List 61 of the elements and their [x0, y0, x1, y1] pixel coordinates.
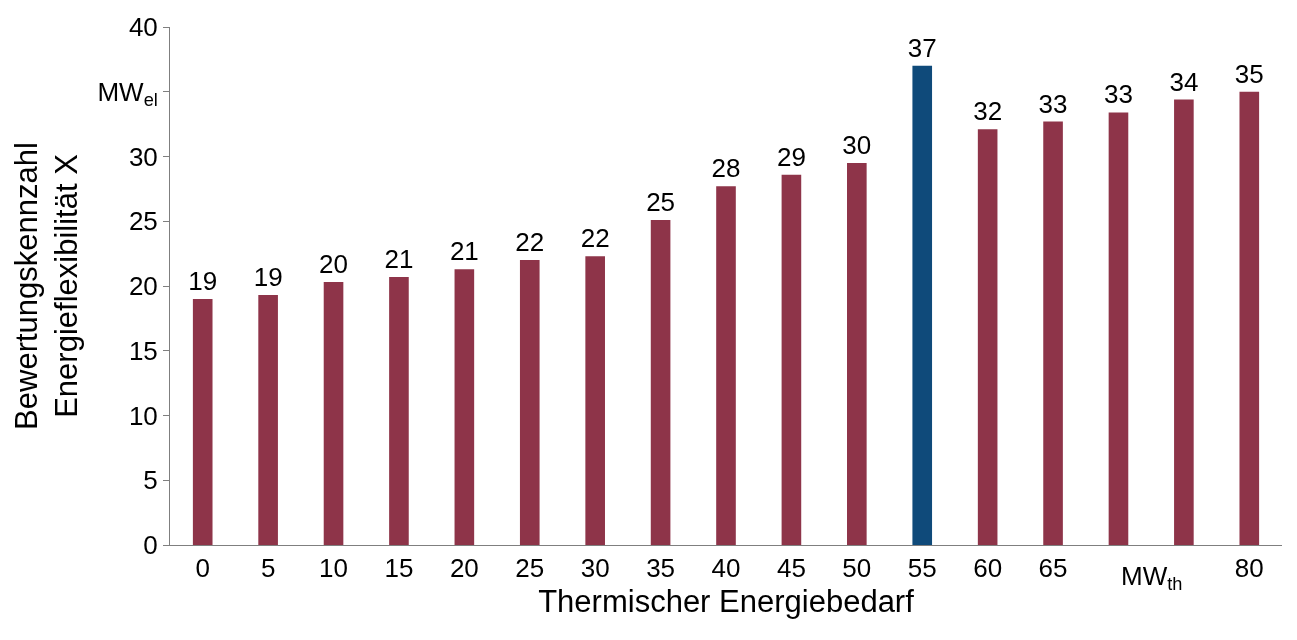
bar: [258, 295, 278, 545]
y-tick-label: 5: [143, 465, 158, 496]
bar: [585, 256, 605, 545]
bar: [454, 269, 475, 545]
x-tick-label: 55: [907, 553, 937, 584]
y-tick-label: MW$_{el}$: [97, 76, 158, 111]
bar: [519, 260, 540, 545]
bar: [1239, 91, 1260, 545]
data-label: 20: [319, 249, 348, 280]
x-tick-label: 65: [1038, 553, 1068, 584]
data-label: 28: [711, 153, 741, 184]
data-label: 33: [1104, 79, 1133, 110]
x-axis-title: Thermischer Energiebedarf: [538, 584, 915, 620]
y-tick-label: 0: [143, 530, 158, 561]
y-tick-label: 30: [128, 141, 158, 172]
data-label: 22: [580, 223, 610, 254]
y-tick-label: 15: [128, 335, 158, 366]
x-tick-label: 10: [319, 553, 348, 584]
bar: [1108, 112, 1129, 545]
bar: [716, 186, 736, 545]
x-tick-label: 80: [1234, 553, 1264, 584]
data-label: 21: [449, 236, 479, 267]
data-label: 35: [1234, 58, 1264, 89]
x-tick-label: 60: [973, 553, 1003, 584]
y-tick-label: 10: [128, 400, 158, 431]
bar: [323, 282, 344, 545]
bar: [847, 162, 867, 545]
data-label: 29: [776, 141, 806, 172]
x-tick-label: 50: [842, 553, 872, 584]
data-label: 22: [515, 227, 545, 258]
x-tick-label: 25: [515, 553, 545, 584]
text: MW$_{th}$: [1121, 561, 1183, 595]
x-tick-label: 35: [646, 553, 676, 584]
x-tick-label: 45: [776, 553, 806, 584]
bar: [1043, 121, 1063, 545]
x-tick-label: 0: [195, 553, 210, 584]
data-label: 19: [188, 265, 218, 296]
data-label: 25: [646, 186, 676, 217]
data-label: 32: [973, 96, 1003, 127]
x-tick-label: 40: [711, 553, 741, 584]
x-tick-label: 20: [449, 553, 479, 584]
y-tick-label: 20: [128, 271, 158, 302]
data-label: 19: [253, 262, 283, 293]
data-label: 21: [384, 243, 414, 274]
bar: [781, 174, 802, 545]
bar: [192, 298, 213, 545]
bar: [1174, 99, 1194, 545]
y-axis-title: Bewertungskennzahl Energieflexibilität X: [8, 142, 85, 430]
y-tick-label: 40: [128, 12, 158, 43]
bar: [650, 219, 671, 545]
bar: [912, 65, 933, 545]
data-label: 33: [1038, 88, 1068, 119]
data-label: 34: [1169, 66, 1199, 97]
y-tick-label: 25: [128, 206, 158, 237]
bar: [977, 129, 998, 545]
data-label: 30: [842, 129, 872, 160]
x-tick-label: 5: [260, 553, 276, 584]
data-label: 37: [907, 32, 937, 63]
bar: [389, 276, 409, 545]
x-tick-label: 30: [580, 553, 610, 584]
x-tick-label: 15: [384, 553, 414, 584]
